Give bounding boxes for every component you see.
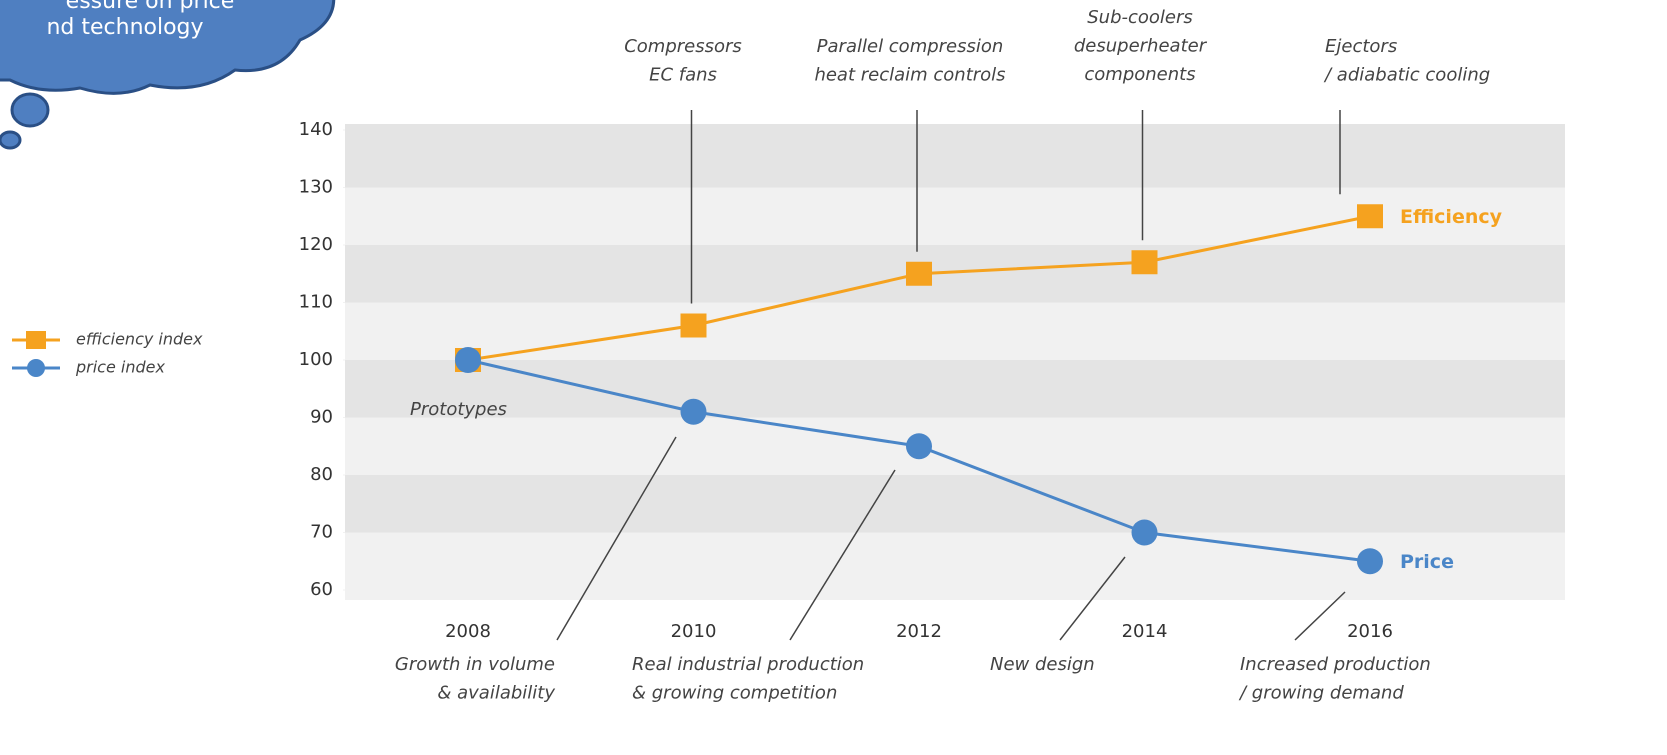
- x-tick-label: 2008: [445, 621, 491, 642]
- annotation: heat reclaim controls: [814, 65, 1005, 86]
- annotation: & availability: [437, 683, 555, 704]
- x-tick-label: 2010: [671, 621, 717, 642]
- callout-cloud: [0, 0, 336, 95]
- y-tick-label: 80: [310, 464, 333, 485]
- callout-bubble: [10, 92, 50, 128]
- callout: essure on price nd technology: [0, 0, 336, 150]
- annotation: / adiabatic cooling: [1323, 65, 1490, 86]
- annotation: components: [1084, 64, 1195, 85]
- marker: [1131, 250, 1158, 275]
- marker: [1357, 548, 1383, 575]
- annotation: desuperheater: [1074, 36, 1208, 57]
- annotation-leader: [556, 436, 677, 641]
- callout-text: nd technology: [46, 15, 203, 40]
- callout-text: essure on price: [66, 0, 235, 14]
- start-note: Prototypes: [410, 399, 507, 420]
- annotation-leader: [1059, 556, 1126, 641]
- y-tick-label: 90: [310, 407, 333, 428]
- y-tick-label: 60: [310, 579, 333, 600]
- series-end-label: Price: [1400, 551, 1454, 573]
- legend-label: price index: [75, 358, 165, 377]
- annotation: Ejectors: [1325, 36, 1397, 57]
- marker: [680, 313, 707, 338]
- y-tick-label: 130: [299, 177, 333, 198]
- band: [345, 475, 1565, 533]
- band: [345, 302, 1565, 360]
- annotation: Growth in volume: [395, 654, 555, 675]
- annotation: Sub-coolers: [1087, 7, 1193, 28]
- legend-label: efficiency index: [76, 330, 203, 349]
- x-tick-label: 2012: [896, 621, 942, 642]
- series-end-label: Efficiency: [1400, 206, 1503, 228]
- x-tick-label: 2014: [1122, 621, 1168, 642]
- marker: [680, 398, 707, 425]
- annotation: New design: [990, 654, 1095, 675]
- band: [345, 417, 1565, 475]
- x-tick-label: 2016: [1347, 621, 1393, 642]
- annotation-leader: [1294, 591, 1346, 641]
- callout-bubble: [0, 130, 22, 150]
- marker: [455, 347, 481, 373]
- annotation: Real industrial production: [632, 654, 864, 675]
- marker: [1357, 204, 1383, 229]
- y-tick-label: 120: [299, 234, 333, 255]
- marker: [906, 261, 932, 286]
- legend-marker: [27, 359, 45, 377]
- annotation: / growing demand: [1238, 683, 1404, 704]
- annotation: Increased production: [1240, 654, 1431, 675]
- band: [345, 360, 1565, 418]
- y-tick-label: 110: [299, 292, 333, 313]
- annotation-leader: [789, 469, 896, 641]
- legend-marker: [26, 331, 46, 349]
- y-tick-label: 70: [310, 522, 333, 543]
- y-tick-label: 100: [299, 349, 333, 370]
- annotation: Parallel compression: [817, 36, 1004, 57]
- y-tick-label: 140: [299, 119, 333, 140]
- marker: [1131, 519, 1158, 546]
- band: [345, 124, 1565, 188]
- annotation: EC fans: [649, 65, 717, 86]
- marker: [906, 433, 932, 460]
- annotation: & growing competition: [632, 683, 837, 704]
- annotation: Compressors: [624, 36, 742, 57]
- band: [345, 245, 1565, 303]
